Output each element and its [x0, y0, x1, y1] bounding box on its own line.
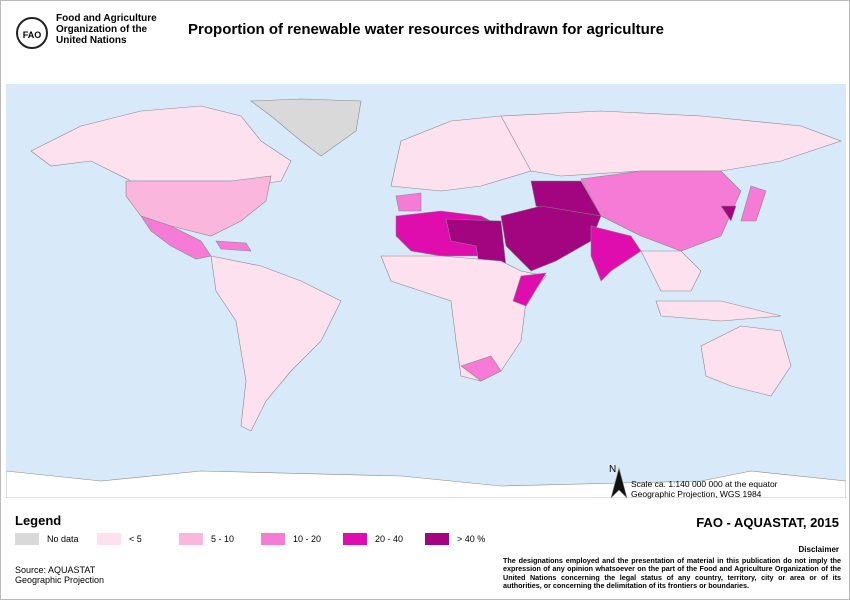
- legend-item: > 40 %: [425, 533, 507, 545]
- legend-label: > 40 %: [457, 534, 486, 544]
- caribbean: [215, 240, 252, 252]
- org-line: United Nations: [56, 35, 127, 46]
- legend-swatch: [15, 533, 39, 545]
- scale-line: Scale ca. 1:140 000 000 at the equator: [631, 479, 778, 489]
- japan: [740, 185, 767, 222]
- scale: Scale ca. 1:140 000 000 at the equator G…: [631, 479, 778, 499]
- spain: [395, 192, 422, 212]
- legend-swatch: [97, 533, 121, 545]
- south-america: [210, 255, 342, 432]
- title: Proportion of renewable water resources …: [188, 21, 664, 38]
- india: [590, 225, 642, 282]
- org-name: Food and Agriculture Organization of the…: [56, 13, 157, 46]
- north-arrow: [610, 466, 628, 498]
- south-africa: [460, 355, 502, 382]
- legend-item: 20 - 40: [343, 533, 425, 545]
- source-line: Source: AQUASTAT: [15, 565, 96, 575]
- scale-line: Geographic Projection, WGS 1984: [631, 489, 762, 499]
- north-label: N: [609, 464, 617, 475]
- legend-label: < 5: [129, 534, 142, 544]
- china: [580, 170, 742, 252]
- legend: No data < 5 5 - 10 10 - 20 20 - 40 > 40 %: [15, 533, 507, 545]
- southeast-asia: [640, 250, 702, 292]
- disclaimer-title: Disclaimer: [798, 545, 839, 554]
- indonesia: [655, 300, 782, 322]
- disclaimer: The designations employed and the presen…: [503, 556, 841, 591]
- org-line: Organization of the: [56, 24, 148, 35]
- legend-label: No data: [47, 534, 79, 544]
- legend-item: No data: [15, 533, 97, 545]
- logo: FAO: [16, 17, 48, 49]
- legend-item: 5 - 10: [179, 533, 261, 545]
- somalia: [512, 272, 547, 307]
- legend-item: < 5: [97, 533, 179, 545]
- antarctica: [6, 470, 846, 498]
- legend-swatch: [261, 533, 285, 545]
- legend-item: 10 - 20: [261, 533, 343, 545]
- map: [6, 84, 846, 498]
- canada: [30, 105, 292, 187]
- usa: [125, 175, 272, 237]
- legend-title: Legend: [15, 513, 62, 528]
- russia: [500, 110, 842, 177]
- legend-swatch: [343, 533, 367, 545]
- legend-swatch: [425, 533, 449, 545]
- mexico: [140, 215, 212, 260]
- greenland: [250, 98, 362, 157]
- source: Source: AQUASTAT Geographic Projection: [15, 565, 104, 585]
- australia: [700, 325, 792, 397]
- legend-swatch: [179, 533, 203, 545]
- org-line: Food and Agriculture: [56, 13, 157, 24]
- middle-east: [500, 205, 602, 272]
- legend-label: 5 - 10: [211, 534, 235, 544]
- credit: FAO - AQUASTAT, 2015: [696, 515, 839, 530]
- legend-label: 10 - 20: [293, 534, 322, 544]
- korea: [720, 205, 737, 222]
- source-line: Geographic Projection: [15, 575, 105, 585]
- legend-label: 20 - 40: [375, 534, 404, 544]
